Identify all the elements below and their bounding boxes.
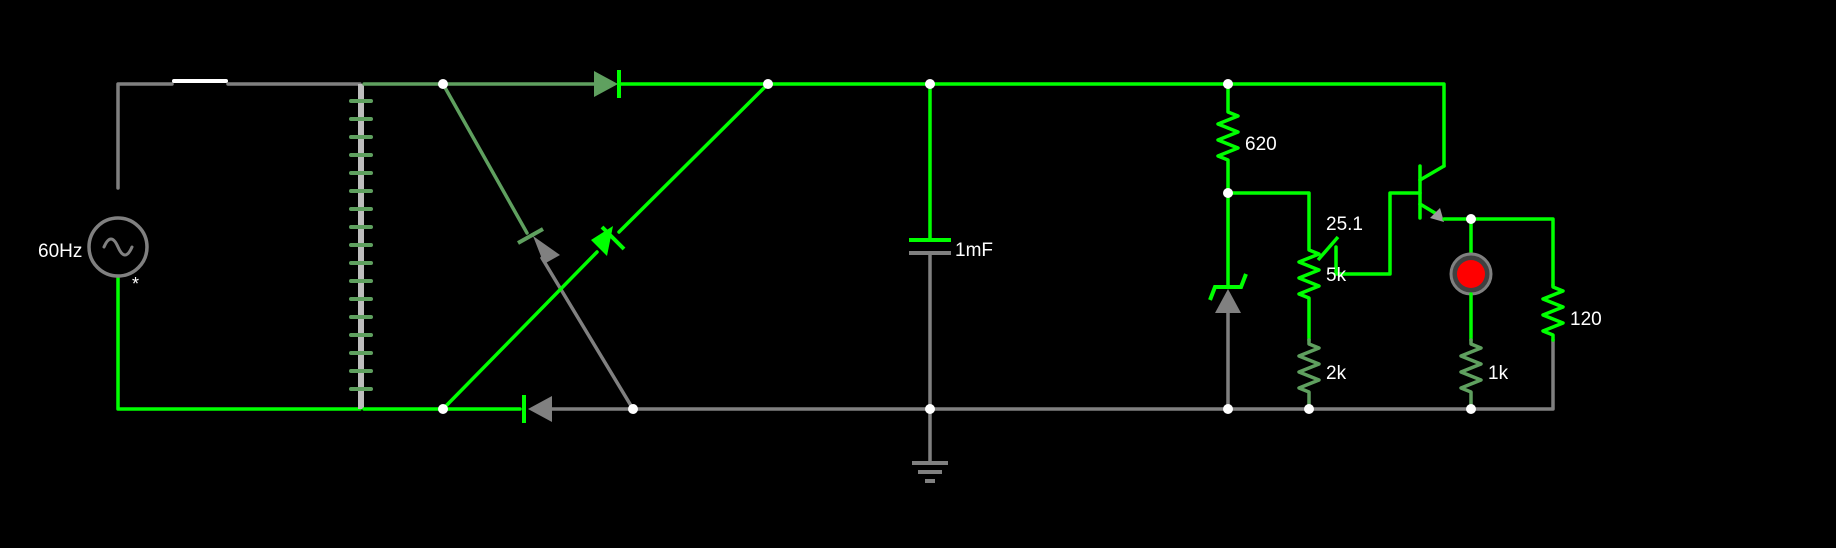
resistor-1k[interactable] <box>1459 338 1483 411</box>
filter-capacitor[interactable] <box>909 82 951 465</box>
diode-diagonal-grey[interactable] <box>517 227 560 264</box>
switch[interactable] <box>172 79 362 86</box>
capacitor-label: 1mF <box>955 240 993 261</box>
zener-diode[interactable] <box>1208 191 1248 411</box>
source-frequency-label: 60Hz <box>38 241 82 262</box>
resistor-120-label: 120 <box>1570 309 1602 330</box>
resistor-620-label: 620 <box>1245 134 1277 155</box>
resistor-2k-label: 2k <box>1326 363 1347 384</box>
junction-nodes <box>438 79 1476 414</box>
diode-top[interactable] <box>594 70 621 98</box>
resistor-2k[interactable] <box>1297 338 1321 411</box>
diode-bottom[interactable] <box>522 395 552 423</box>
ac-source[interactable] <box>87 82 362 411</box>
transformer-coils <box>349 99 373 391</box>
npn-transistor[interactable] <box>1418 164 1555 287</box>
potentiometer-setting-label: 25.1 <box>1326 214 1363 235</box>
diode-diagonal-green[interactable] <box>591 225 626 256</box>
transformer[interactable] <box>349 84 373 409</box>
source-marker: * <box>132 274 139 294</box>
lamp[interactable] <box>1449 252 1493 342</box>
resistor-120[interactable] <box>1541 283 1565 342</box>
ground-symbol <box>912 461 948 483</box>
resistor-620[interactable] <box>1216 82 1240 195</box>
potentiometer-label: 5k <box>1326 265 1347 286</box>
resistor-1k-label: 1k <box>1488 363 1509 384</box>
potentiometer-5k[interactable] <box>1226 191 1422 342</box>
